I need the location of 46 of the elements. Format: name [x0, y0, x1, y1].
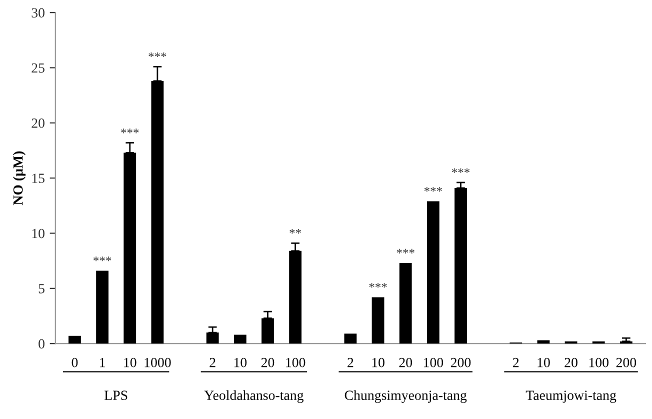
text: Yeoldahanso-tang [204, 390, 304, 403]
y-tick-label: 0 [38, 339, 44, 349]
bar [234, 334, 246, 344]
x-tick-label: 100 [286, 358, 306, 368]
bar [399, 263, 412, 344]
bar [372, 297, 384, 344]
y-tick-label: 30 [32, 8, 44, 18]
bar [344, 334, 357, 344]
x-tick-label: 0 [72, 358, 78, 368]
data-label: *** [148, 52, 166, 58]
x-tick-label: 1000 [144, 358, 171, 368]
x-tick-label: 20 [564, 358, 578, 368]
x-tick-label: 20 [399, 358, 412, 368]
data-label: *** [94, 256, 112, 262]
y-axis-title: NO (μM) [12, 151, 26, 206]
x-tick-label: 200 [616, 358, 636, 368]
x-tick-label: 20 [261, 358, 274, 368]
x-tick-label: 10 [372, 358, 384, 368]
text: LPS [104, 390, 128, 400]
x-tick-label: 100 [424, 358, 444, 368]
x-tick-label: 200 [450, 358, 471, 368]
bar [592, 341, 605, 344]
text: Chungsimyeonja-tang [344, 390, 467, 403]
x-tick-label: 10 [124, 358, 136, 368]
y-tick-label: 25 [32, 63, 44, 73]
bar [96, 270, 108, 344]
x-tick-label: 2 [513, 358, 519, 368]
data-label: *** [396, 248, 414, 254]
bar [68, 336, 81, 344]
y-tick-label: 20 [32, 118, 44, 128]
data-label: ** [290, 229, 301, 234]
data-label: *** [369, 283, 387, 288]
x-tick-label: 1 [100, 358, 105, 368]
y-tick-label: 15 [32, 174, 44, 184]
x-tick-label: 10 [234, 358, 247, 368]
y-tick-label: 5 [38, 284, 44, 294]
text: Taeumjowi-tang [526, 390, 616, 403]
y-tick-label: 10 [32, 228, 44, 238]
data-label: *** [452, 168, 470, 173]
x-tick-label: 10 [538, 358, 550, 368]
x-tick-label: 100 [589, 358, 608, 368]
x-tick-label: 2 [210, 358, 216, 368]
data-label: *** [424, 187, 442, 192]
data-label: *** [121, 128, 139, 134]
bar [426, 201, 440, 344]
x-tick-label: 2 [348, 358, 354, 368]
